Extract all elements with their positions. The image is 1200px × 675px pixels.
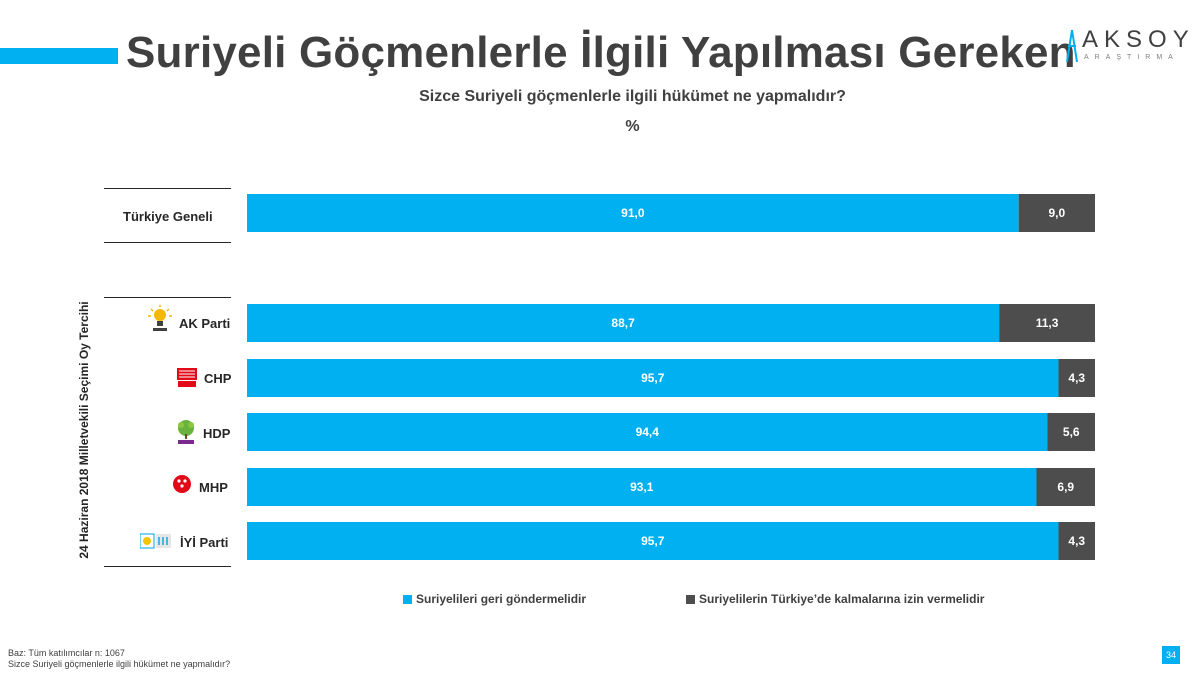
aksoy-logo-mark-icon (1066, 29, 1078, 63)
bar-segment-geri-gondermeli (247, 304, 1000, 342)
legend-label: Suriyelilerin Türkiye’de kalmalarına izi… (699, 592, 985, 606)
bar-segment-kalmalarina-izin (1058, 359, 1095, 397)
data-label: 91,0 (621, 206, 645, 220)
legend-item-kalmalarina-izin: Suriyelilerin Türkiye’de kalmalarına izi… (686, 592, 984, 606)
logo-main-text: AKSOY (1082, 26, 1195, 53)
accent-bar (0, 48, 118, 64)
page-title: Suriyeli Göçmenlerle İlgili Yapılması Ge… (126, 28, 1076, 77)
data-label: 4,3 (1068, 534, 1085, 548)
bar-segment-kalmalarina-izin (1036, 468, 1095, 506)
chart-subtitle: Sizce Suriyeli göçmenlerle ilgili hüküme… (419, 88, 846, 105)
bar-segment-geri-gondermeli (247, 194, 1019, 232)
category-label-hdp: HDP (203, 426, 231, 441)
data-label: 95,7 (641, 534, 665, 548)
bar-segment-kalmalarina-izin (999, 304, 1095, 342)
page-number: 34 (1162, 646, 1180, 664)
divider-line (104, 188, 231, 189)
category-label-mhp: MHP (199, 480, 228, 495)
bar-segment-kalmalarina-izin (1058, 522, 1095, 560)
divider-line (104, 297, 231, 298)
data-label: 88,7 (611, 316, 635, 330)
footer-question-note: Sizce Suriyeli göçmenlerle ilgili hüküme… (8, 659, 231, 669)
footer-base-note: Baz: Tüm katılımcılar n: 1067 (8, 648, 125, 658)
bar-segment-kalmalarina-izin (1018, 194, 1095, 232)
legend-swatch-gray (686, 595, 695, 604)
iyi-parti-logo-icon (140, 533, 171, 549)
data-label: 94,4 (636, 425, 660, 439)
category-label-ak-parti: AK Parti (179, 316, 231, 331)
hdp-logo-icon (178, 420, 194, 444)
data-label: 93,1 (630, 480, 654, 494)
bar-segment-geri-gondermeli (247, 522, 1059, 560)
bar-segment-geri-gondermeli (247, 413, 1048, 451)
divider-line (104, 566, 231, 567)
bar-segment-geri-gondermeli (247, 359, 1059, 397)
divider-line (104, 242, 231, 243)
data-label: 11,3 (1036, 316, 1059, 330)
aksoy-logo: AKSOY ARAŞTIRMA (1064, 26, 1189, 66)
category-label-turkiye-geneli: Türkiye Geneli (123, 209, 213, 224)
chp-logo-icon (177, 368, 197, 387)
bar-segment-kalmalarina-izin (1047, 413, 1095, 451)
data-label: 5,6 (1063, 425, 1080, 439)
data-label: 9,0 (1048, 206, 1065, 220)
ak-parti-logo-icon (148, 305, 172, 331)
bar-segment-geri-gondermeli (247, 468, 1037, 506)
data-label: 95,7 (641, 371, 665, 385)
category-label-chp: CHP (204, 371, 232, 386)
category-label-iyi-parti: İYİ Parti (180, 535, 229, 550)
chart-unit: % (625, 118, 640, 135)
legend-swatch-blue (403, 595, 412, 604)
legend-label: Suriyelileri geri göndermelidir (416, 592, 587, 606)
data-label: 6,9 (1057, 480, 1074, 494)
data-label: 4,3 (1068, 371, 1085, 385)
legend-item-geri-gondermeli: Suriyelileri geri göndermelidir (403, 592, 586, 606)
logo-sub-text: ARAŞTIRMA (1084, 54, 1179, 61)
mhp-logo-icon (173, 475, 191, 493)
